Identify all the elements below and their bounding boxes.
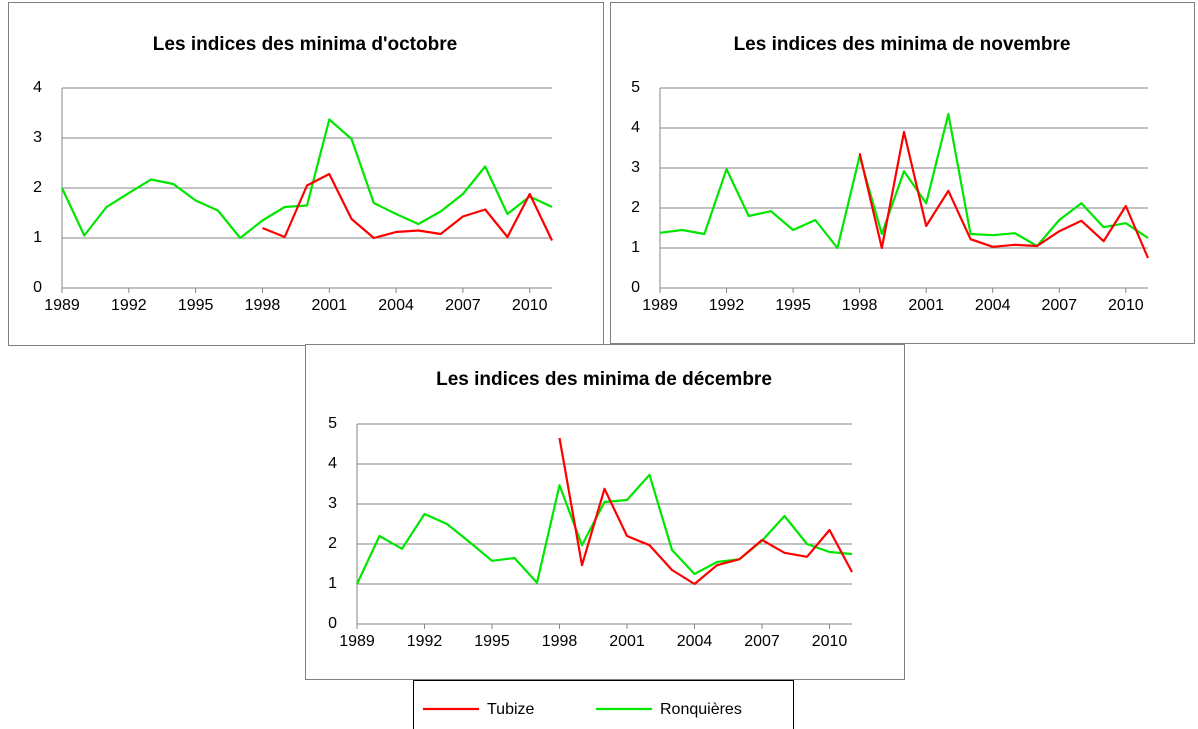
- x-tick-label: 2007: [744, 633, 780, 650]
- x-tick-label: 2001: [908, 297, 944, 314]
- legend-label: Tubize: [487, 701, 535, 718]
- x-tick-label: 1989: [44, 297, 80, 314]
- x-tick-label: 1992: [407, 633, 443, 650]
- y-tick-label: 2: [631, 199, 640, 216]
- legend-frame: [413, 680, 794, 729]
- legend-label: Ronquières: [660, 701, 742, 718]
- y-tick-label: 0: [328, 615, 337, 632]
- chart-title: Les indices des minima de décembre: [436, 369, 772, 390]
- x-tick-label: 1989: [339, 633, 375, 650]
- x-tick-label: 2004: [975, 297, 1011, 314]
- x-tick-label: 2010: [512, 297, 548, 314]
- x-tick-label: 2001: [311, 297, 347, 314]
- x-tick-label: 1989: [642, 297, 678, 314]
- panel-frame: [305, 344, 905, 680]
- y-tick-label: 3: [631, 159, 640, 176]
- series-line: [558, 437, 853, 586]
- series-line: [659, 112, 1149, 250]
- series-line: [858, 130, 1150, 259]
- series-line: [356, 473, 853, 585]
- x-tick-label: 2001: [609, 633, 645, 650]
- x-tick-label: 2007: [1041, 297, 1077, 314]
- y-tick-label: 1: [631, 239, 640, 256]
- x-tick-label: 1998: [245, 297, 281, 314]
- y-tick-label: 5: [328, 415, 337, 432]
- y-tick-label: 2: [33, 179, 42, 196]
- x-tick-label: 2004: [378, 297, 414, 314]
- chart-title: Les indices des minima d'octobre: [153, 34, 457, 55]
- legend: Tubize Ronquières: [423, 701, 742, 718]
- y-tick-label: 4: [328, 455, 337, 472]
- y-tick-label: 0: [33, 279, 42, 296]
- series-line: [262, 172, 553, 241]
- x-tick-label: 1995: [775, 297, 811, 314]
- x-tick-label: 2010: [1108, 297, 1144, 314]
- y-tick-label: 4: [33, 79, 42, 96]
- y-tick-label: 1: [33, 229, 42, 246]
- y-tick-label: 3: [328, 495, 337, 512]
- y-tick-label: 3: [33, 129, 42, 146]
- series-line: [61, 118, 553, 240]
- x-tick-label: 1992: [111, 297, 147, 314]
- x-tick-label: 2007: [445, 297, 481, 314]
- y-tick-label: 1: [328, 575, 337, 592]
- x-tick-label: 1992: [709, 297, 745, 314]
- y-tick-label: 0: [631, 279, 640, 296]
- x-tick-label: 1998: [842, 297, 878, 314]
- y-tick-label: 4: [631, 119, 640, 136]
- x-tick-label: 1998: [542, 633, 578, 650]
- x-tick-label: 1995: [474, 633, 510, 650]
- y-tick-label: 5: [631, 79, 640, 96]
- chart-title: Les indices des minima de novembre: [734, 34, 1071, 55]
- x-tick-label: 1995: [178, 297, 214, 314]
- x-tick-label: 2010: [812, 633, 848, 650]
- y-tick-label: 2: [328, 535, 337, 552]
- x-tick-label: 2004: [677, 633, 713, 650]
